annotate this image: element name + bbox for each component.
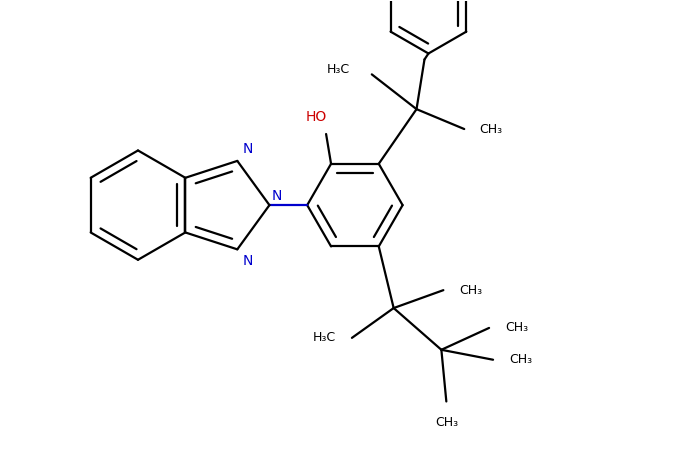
Text: CH₃: CH₃ [505,321,528,334]
Text: CH₃: CH₃ [435,416,458,429]
Text: H₃C: H₃C [313,331,336,344]
Text: CH₃: CH₃ [459,284,482,297]
Text: HO: HO [305,110,327,124]
Text: CH₃: CH₃ [479,122,503,135]
Text: N: N [271,189,282,203]
Text: N: N [242,142,253,156]
Text: CH₃: CH₃ [509,353,532,366]
Text: N: N [242,254,253,268]
Text: H₃C: H₃C [327,63,350,76]
